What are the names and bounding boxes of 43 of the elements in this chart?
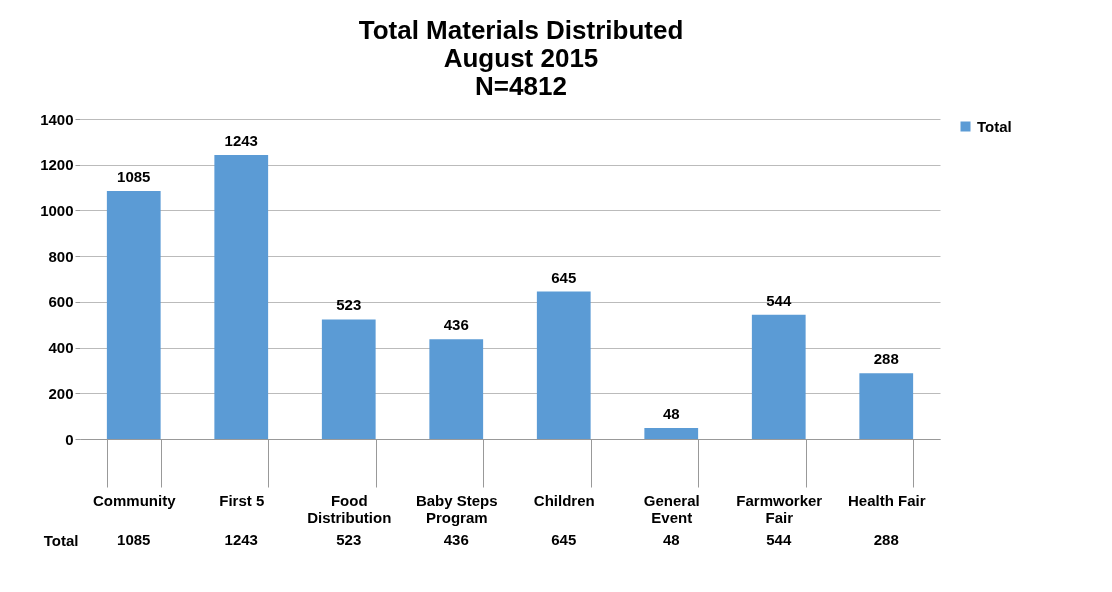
annotation: 436	[443, 316, 469, 334]
data-label: 1243	[224, 531, 258, 548]
annotation: 288	[873, 350, 899, 368]
y-tick-label: 400	[48, 339, 74, 357]
bar	[106, 191, 161, 439]
x-tick-label: First 5	[219, 491, 265, 509]
x-tick-label: Baby Steps Program	[415, 491, 498, 526]
annotation: 523	[336, 296, 362, 314]
data-label: 288	[873, 531, 899, 548]
bar	[751, 314, 806, 439]
y-tick-label: 600	[48, 293, 74, 311]
data-label: 645	[551, 531, 577, 548]
y-tick-label: 0	[65, 430, 74, 448]
x-tick-label: General Event	[643, 491, 700, 526]
annotation: 544	[766, 291, 792, 309]
x-tick-label: Farmworker Fair	[736, 491, 823, 526]
y-tick-label: 200	[48, 384, 74, 402]
annotation: 48	[662, 405, 680, 423]
y-tick-label: 1200	[40, 156, 74, 174]
bar	[536, 291, 591, 439]
text: Total	[43, 531, 79, 549]
bar	[214, 154, 269, 439]
x-tick-label: Health Fair	[847, 491, 926, 509]
annotation: 1085	[117, 168, 151, 185]
bar	[321, 319, 376, 439]
annotation: 645	[551, 268, 577, 286]
legend-label: Total	[977, 117, 1012, 135]
bar	[859, 373, 914, 439]
chart-title: Total Materials Distributed August 2015 N=4812	[358, 15, 684, 101]
annotation: 1243	[224, 131, 258, 149]
x-tick-label: Children	[533, 491, 595, 509]
x-tick-label: Food Distribution	[307, 491, 392, 526]
data-label: 436	[443, 531, 469, 548]
data-label: 1085	[117, 531, 151, 548]
data-label: 48	[662, 531, 680, 548]
y-tick-label: 800	[48, 247, 74, 265]
data-label: 523	[336, 531, 362, 548]
y-tick-label: 1000	[40, 201, 74, 219]
bar	[429, 339, 484, 439]
bar	[644, 428, 699, 439]
data-label: 544	[766, 531, 792, 548]
x-tick-label: Community	[93, 491, 177, 509]
y-tick-label: 1400	[40, 110, 74, 128]
